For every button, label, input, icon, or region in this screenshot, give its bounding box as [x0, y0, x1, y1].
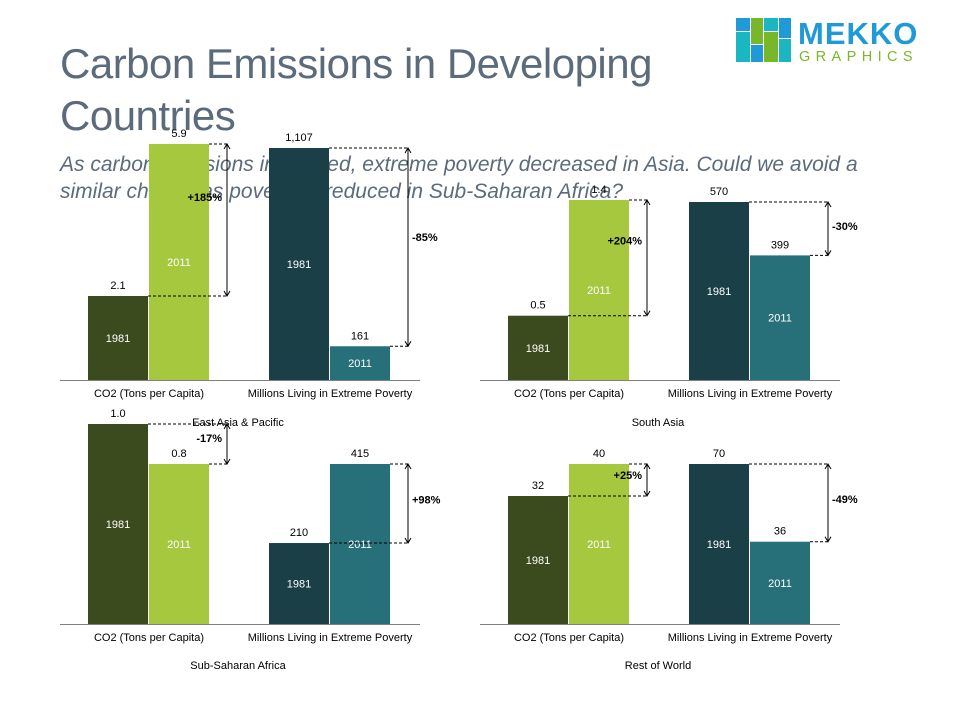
change-label: +204%	[607, 236, 642, 248]
bar-1981	[508, 496, 568, 624]
bar-2011	[750, 541, 810, 624]
data-label: 1.0	[110, 408, 125, 420]
bar-series-label: 2011	[348, 358, 372, 370]
bar-series-label: 1981	[526, 555, 550, 567]
logo-mark-icon	[736, 18, 791, 62]
bar-series-label: 2011	[768, 313, 792, 325]
change-arrow-down	[404, 537, 412, 545]
chart-panel: 1981 32 2011 40 +25% CO2 (Tons per Capita) 198…	[480, 448, 858, 672]
data-label: 2.1	[110, 280, 125, 292]
bar-series-label: 1981	[707, 539, 731, 551]
category-label: Millions Living in Extreme Poverty	[668, 388, 833, 400]
change-arrow-down	[824, 250, 832, 257]
bar-series-label: 2011	[167, 257, 191, 269]
change-arrow-down	[824, 536, 832, 543]
data-label: 1,107	[285, 132, 313, 144]
data-label: 5.9	[171, 128, 186, 140]
bar-series-label: 2011	[167, 539, 191, 551]
data-label: 40	[593, 448, 605, 460]
data-label: 415	[351, 448, 369, 460]
change-arrow-down	[223, 290, 231, 297]
bar-2011	[750, 255, 810, 380]
change-label: +25%	[614, 470, 643, 482]
change-arrow-down	[643, 490, 651, 497]
data-label: 32	[532, 480, 544, 492]
data-label: 36	[774, 526, 786, 538]
data-label: 0.8	[171, 448, 186, 460]
change-label: -85%	[412, 232, 438, 244]
category-label: Millions Living in Extreme Poverty	[248, 388, 413, 400]
chart-panel: 1981 0.5 2011 1.4 +204% CO2 (Tons per Capita)…	[480, 184, 858, 429]
bar-1981	[88, 424, 148, 624]
category-label: CO2 (Tons per Capita)	[514, 388, 624, 400]
bar-series-label: 1981	[287, 579, 311, 591]
category-label: Millions Living in Extreme Poverty	[248, 632, 413, 644]
change-label: -17%	[196, 433, 222, 445]
logo-word-mekko: MEKKO	[798, 16, 919, 51]
change-arrow-up	[404, 147, 412, 154]
data-label: 70	[713, 448, 725, 460]
change-arrow-down	[643, 310, 651, 317]
bar-series-label: 2011	[768, 578, 792, 590]
page-title: Carbon Emissions in Developing Countries	[60, 40, 652, 139]
mekko-graphics-logo: MEKKO GRAPHICS	[736, 16, 946, 65]
change-arrow-up	[824, 201, 832, 208]
bar-series-label: 2011	[587, 539, 611, 551]
change-arrow-up	[223, 423, 231, 430]
bar-2011	[569, 200, 629, 380]
panel-title: East Asia & Pacific	[192, 417, 284, 429]
bar-series-label: 1981	[106, 333, 130, 345]
chart-panel: 1981 1.0 2011 0.8 -17% CO2 (Tons per Capita) 1…	[60, 408, 441, 672]
bar-1981	[88, 296, 148, 380]
panel-title: South Asia	[632, 417, 685, 429]
change-label: +98%	[412, 495, 441, 507]
data-label: 161	[351, 330, 369, 342]
bar-1981	[269, 148, 329, 380]
bar-1981	[689, 464, 749, 624]
change-arrow-down	[404, 341, 412, 348]
bar-1981	[269, 543, 329, 624]
panel-title: Sub-Saharan Africa	[190, 660, 286, 672]
change-arrow-up	[223, 143, 231, 150]
bar-series-label: 1981	[707, 286, 731, 298]
change-label: +185%	[187, 192, 222, 204]
change-arrow-up	[643, 463, 651, 470]
data-label: 399	[771, 239, 789, 251]
bar-2011	[149, 464, 209, 624]
bar-series-label: 1981	[287, 259, 311, 271]
change-label: -30%	[832, 221, 858, 233]
bar-2011	[330, 464, 390, 624]
bar-series-label: 1981	[526, 343, 550, 355]
panel-title: Rest of World	[625, 660, 691, 672]
data-label: 0.5	[530, 300, 545, 312]
change-arrow-up	[824, 463, 832, 470]
bar-2011	[330, 346, 390, 380]
change-arrow-up	[643, 199, 651, 206]
change-arrow-up	[404, 463, 412, 470]
bar-1981	[508, 315, 568, 380]
category-label: CO2 (Tons per Capita)	[514, 632, 624, 644]
change-label: -49%	[832, 494, 858, 506]
data-label: 210	[290, 527, 308, 539]
data-label: 1.4	[591, 184, 606, 196]
bar-2011	[149, 144, 209, 380]
data-label: 570	[710, 186, 728, 198]
change-arrow-down	[223, 458, 231, 465]
logo-word-graphics: GRAPHICS	[799, 49, 918, 65]
category-label: Millions Living in Extreme Poverty	[668, 632, 833, 644]
bar-2011	[569, 464, 629, 624]
bar-1981	[689, 202, 749, 380]
bar-series-label: 2011	[348, 539, 372, 551]
category-label: CO2 (Tons per Capita)	[94, 388, 204, 400]
chart-panel: 1981 2.1 2011 5.9 +185% CO2 (Tons per Capita)…	[60, 128, 438, 429]
bar-series-label: 1981	[106, 519, 130, 531]
category-label: CO2 (Tons per Capita)	[94, 632, 204, 644]
bar-series-label: 2011	[587, 285, 611, 297]
